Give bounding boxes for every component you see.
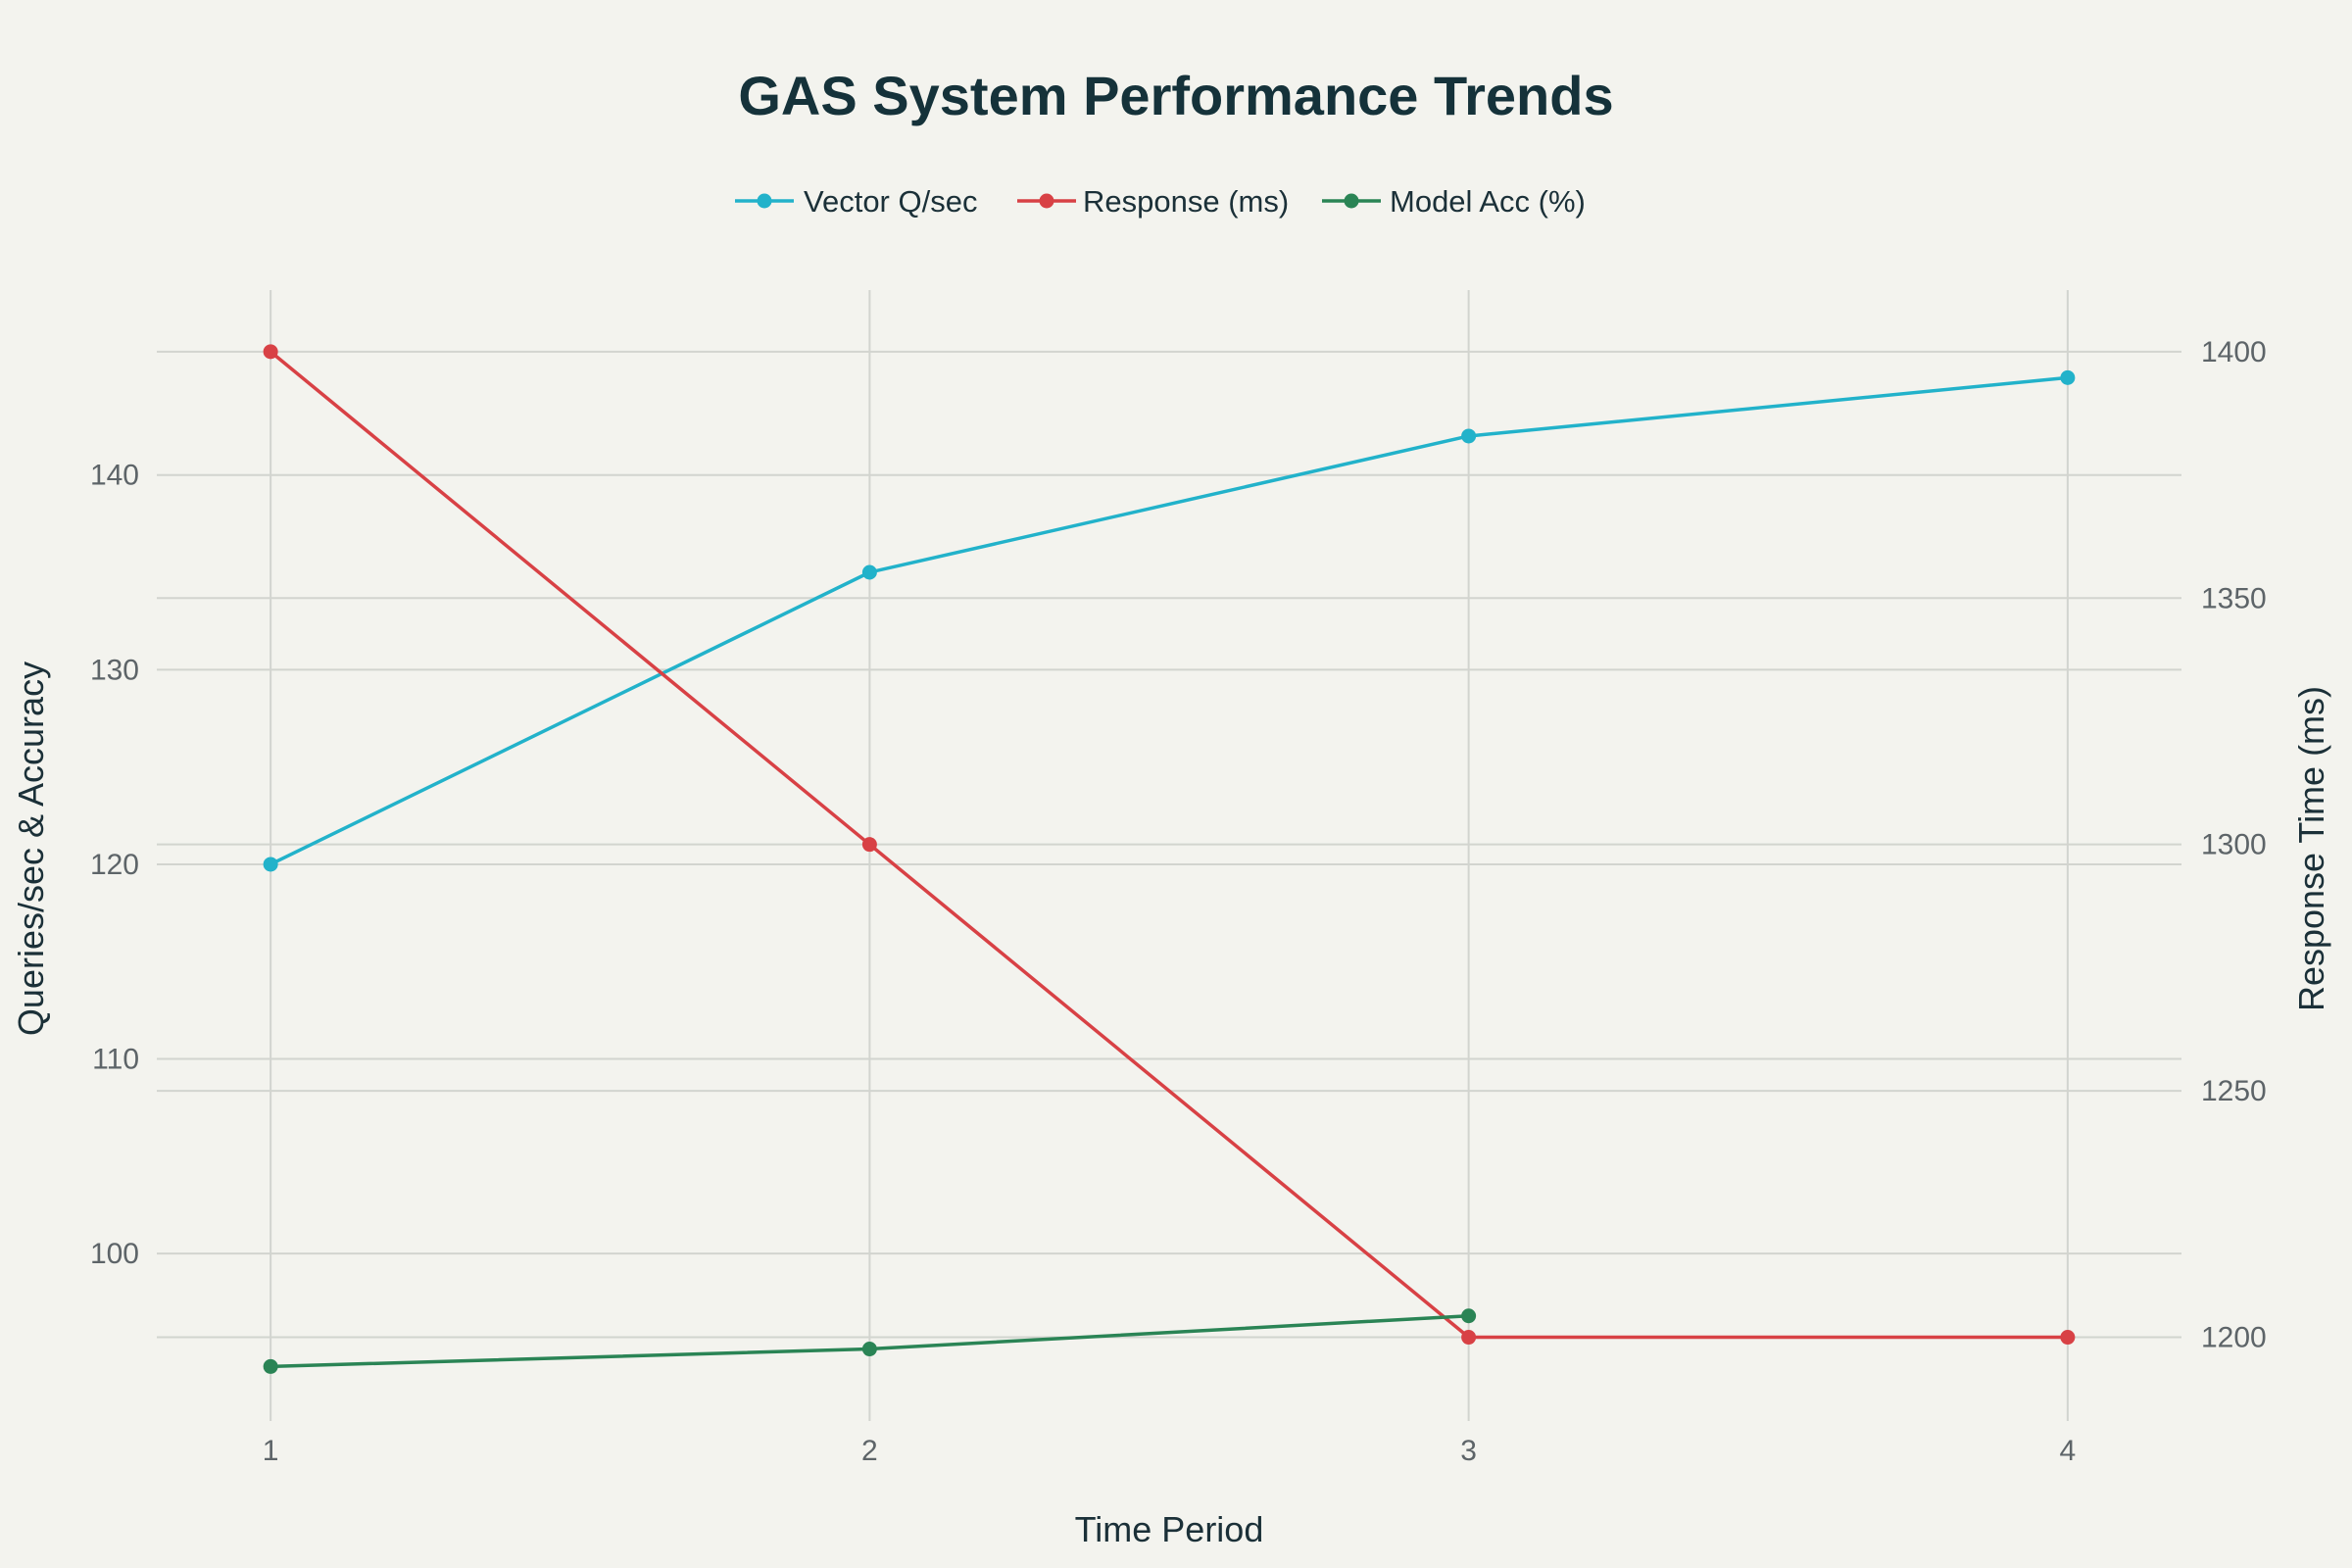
data-point: [861, 837, 877, 853]
data-point: [1461, 1308, 1477, 1324]
series-1: [263, 369, 2076, 872]
y-right-tick-label: 1200: [2201, 1322, 2267, 1354]
axes: 1 2 3 4 100 110 120 130 140 1200 1250 1300 1350 1400: [90, 336, 2267, 1467]
series-layer: [263, 344, 2076, 1374]
x-tick-label: 2: [861, 1435, 878, 1467]
x-tick-label: 4: [2060, 1435, 2077, 1467]
legend-swatch-marker: [1344, 193, 1359, 209]
y-right-tick-label: 1350: [2201, 582, 2267, 614]
data-point: [263, 344, 278, 360]
legend-swatch-marker: [1039, 193, 1054, 209]
legend-item-3: Model Acc (%): [1322, 184, 1586, 219]
y-left-tick-label: 130: [90, 654, 139, 686]
data-point: [2060, 1330, 2076, 1346]
x-tick-label: 3: [1460, 1435, 1477, 1467]
data-point: [263, 857, 278, 872]
legend: Vector Q/sec Response (ms) Model Acc (%): [735, 184, 1586, 219]
series-line: [270, 375, 2069, 866]
y-right-tick-label: 1250: [2201, 1075, 2267, 1107]
data-point: [861, 564, 877, 580]
data-point: [1461, 1330, 1477, 1346]
y-right-tick-label: 1400: [2201, 336, 2267, 368]
chart-title: GAS System Performance Trends: [738, 65, 1613, 126]
y-left-tick-label: 110: [92, 1044, 139, 1076]
y-left-tick-label: 140: [90, 460, 139, 492]
legend-label: Response (ms): [1083, 184, 1289, 219]
data-point: [861, 1342, 877, 1357]
x-tick-label: 1: [263, 1435, 279, 1467]
y-right-tick-label: 1300: [2201, 829, 2267, 861]
legend-swatch-marker: [757, 193, 772, 209]
y-left-tick-label: 100: [90, 1238, 139, 1270]
legend-item-2: Response (ms): [1017, 184, 1289, 219]
series-2: [263, 344, 2076, 1346]
legend-label: Vector Q/sec: [804, 184, 977, 219]
data-point: [2060, 369, 2076, 385]
legend-item-1: Vector Q/sec: [735, 184, 977, 219]
series-3: [263, 1308, 1477, 1374]
data-point: [1461, 428, 1477, 444]
legend-label: Model Acc (%): [1390, 184, 1586, 219]
y-axis-right-title: Response Time (ms): [2291, 686, 2331, 1011]
series-line: [270, 350, 2068, 1340]
x-axis-title: Time Period: [1075, 1509, 1264, 1549]
y-axis-left-title: Queries/sec & Accuracy: [11, 662, 51, 1036]
y-left-tick-label: 120: [90, 849, 139, 881]
data-point: [263, 1358, 278, 1374]
